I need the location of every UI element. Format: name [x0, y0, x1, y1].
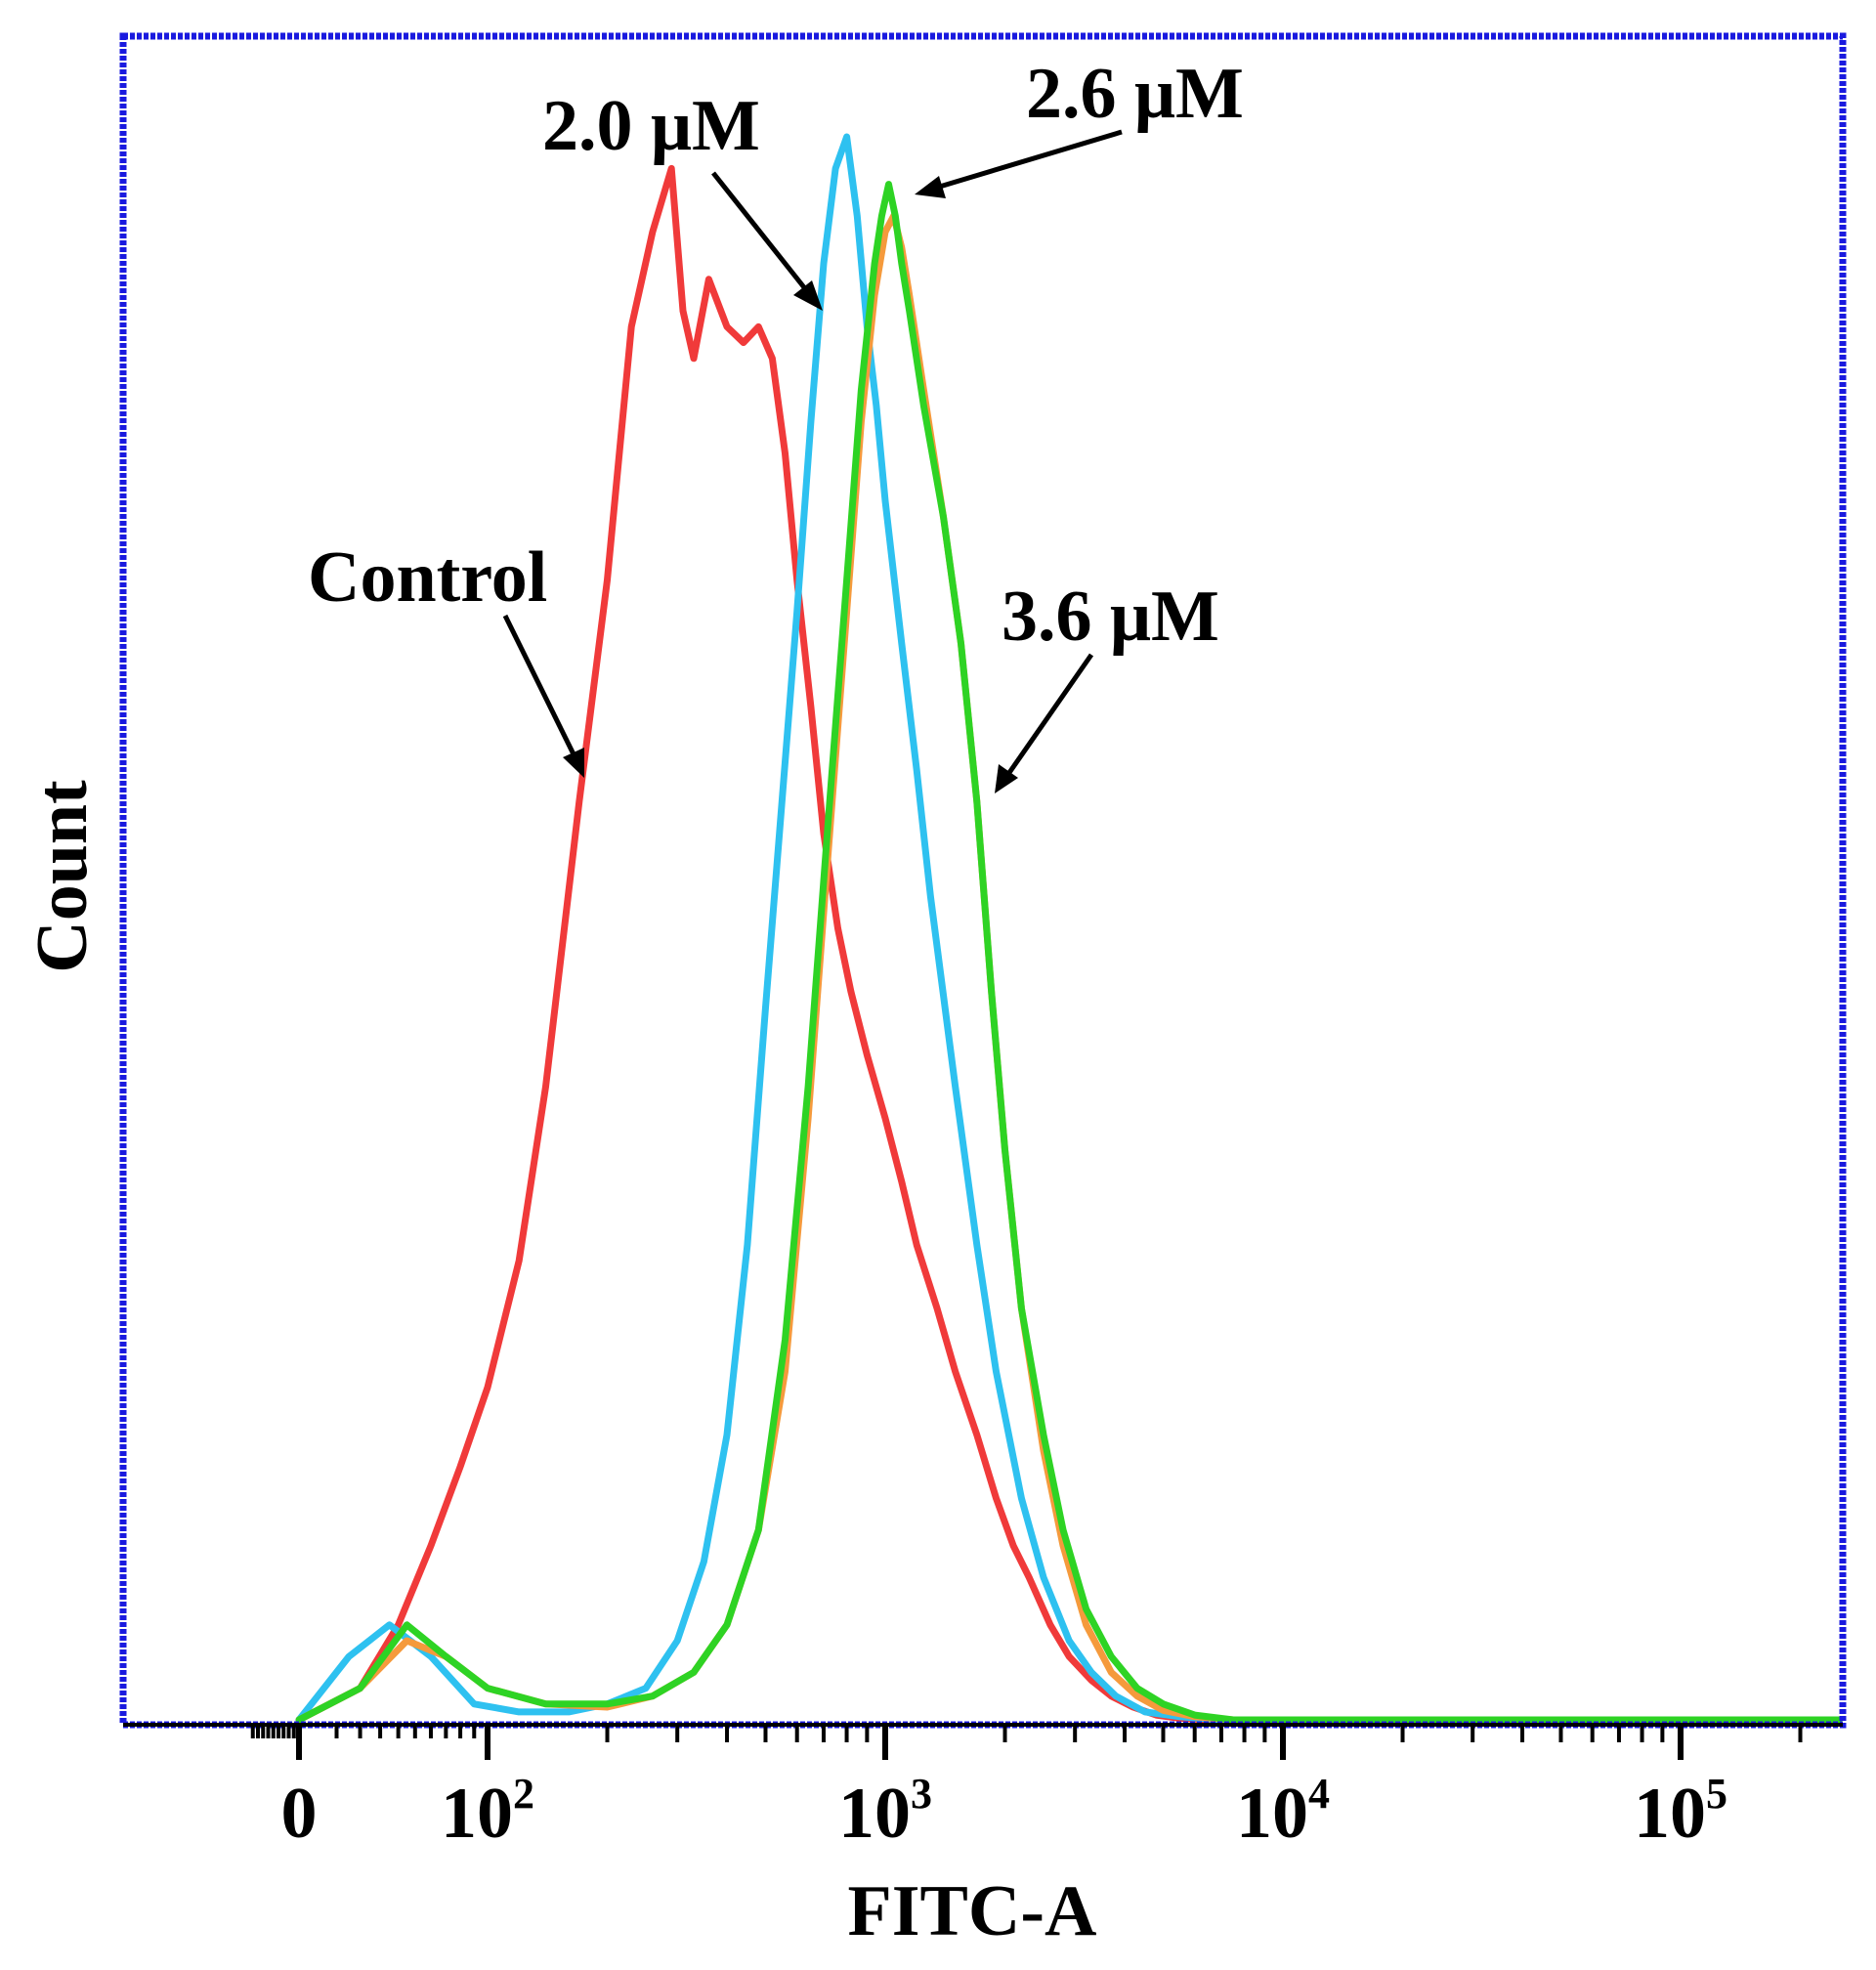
series-curve-control — [295, 164, 1843, 1724]
histogram-curves — [295, 133, 1843, 1724]
arrowhead-2-6-um — [915, 176, 946, 198]
annotation-3-6-um: 3.6 μM — [1002, 577, 1219, 657]
x-axis-ticks — [123, 1723, 1843, 1760]
x-axis-label: FITC-A — [848, 1871, 1097, 1951]
x-tick-label: 105 — [1634, 1770, 1727, 1854]
arrow-3-6-um — [1003, 653, 1094, 779]
annotation-2-0-um: 2.0 μM — [542, 86, 760, 166]
arrowhead-3-6-um — [995, 764, 1018, 793]
x-tick-label: 102 — [441, 1770, 534, 1854]
series-curve-2-6-m — [295, 181, 1843, 1724]
series-curve-3-6-m — [295, 212, 1843, 1724]
annotation-2-6-um: 2.6 μM — [1026, 54, 1244, 134]
x-tick-label: 0 — [281, 1774, 318, 1854]
arrow-2-6-um — [932, 129, 1123, 192]
annotations: 2.0 μM 2.6 μM Control 3.6 μM — [308, 54, 1244, 793]
x-axis-tick-labels: 0 102 103 104 105 — [281, 1770, 1728, 1854]
x-tick-label: 103 — [838, 1770, 932, 1854]
series-curve-2-0-m — [295, 133, 1843, 1724]
arrow-control — [502, 614, 579, 762]
arrowhead-control — [563, 748, 584, 778]
arrowhead-2-0-um — [793, 280, 823, 311]
annotation-control: Control — [308, 537, 547, 618]
arrow-2-0-um — [711, 171, 813, 298]
x-tick-label: 104 — [1236, 1770, 1330, 1854]
y-axis-label: Count — [22, 780, 103, 973]
